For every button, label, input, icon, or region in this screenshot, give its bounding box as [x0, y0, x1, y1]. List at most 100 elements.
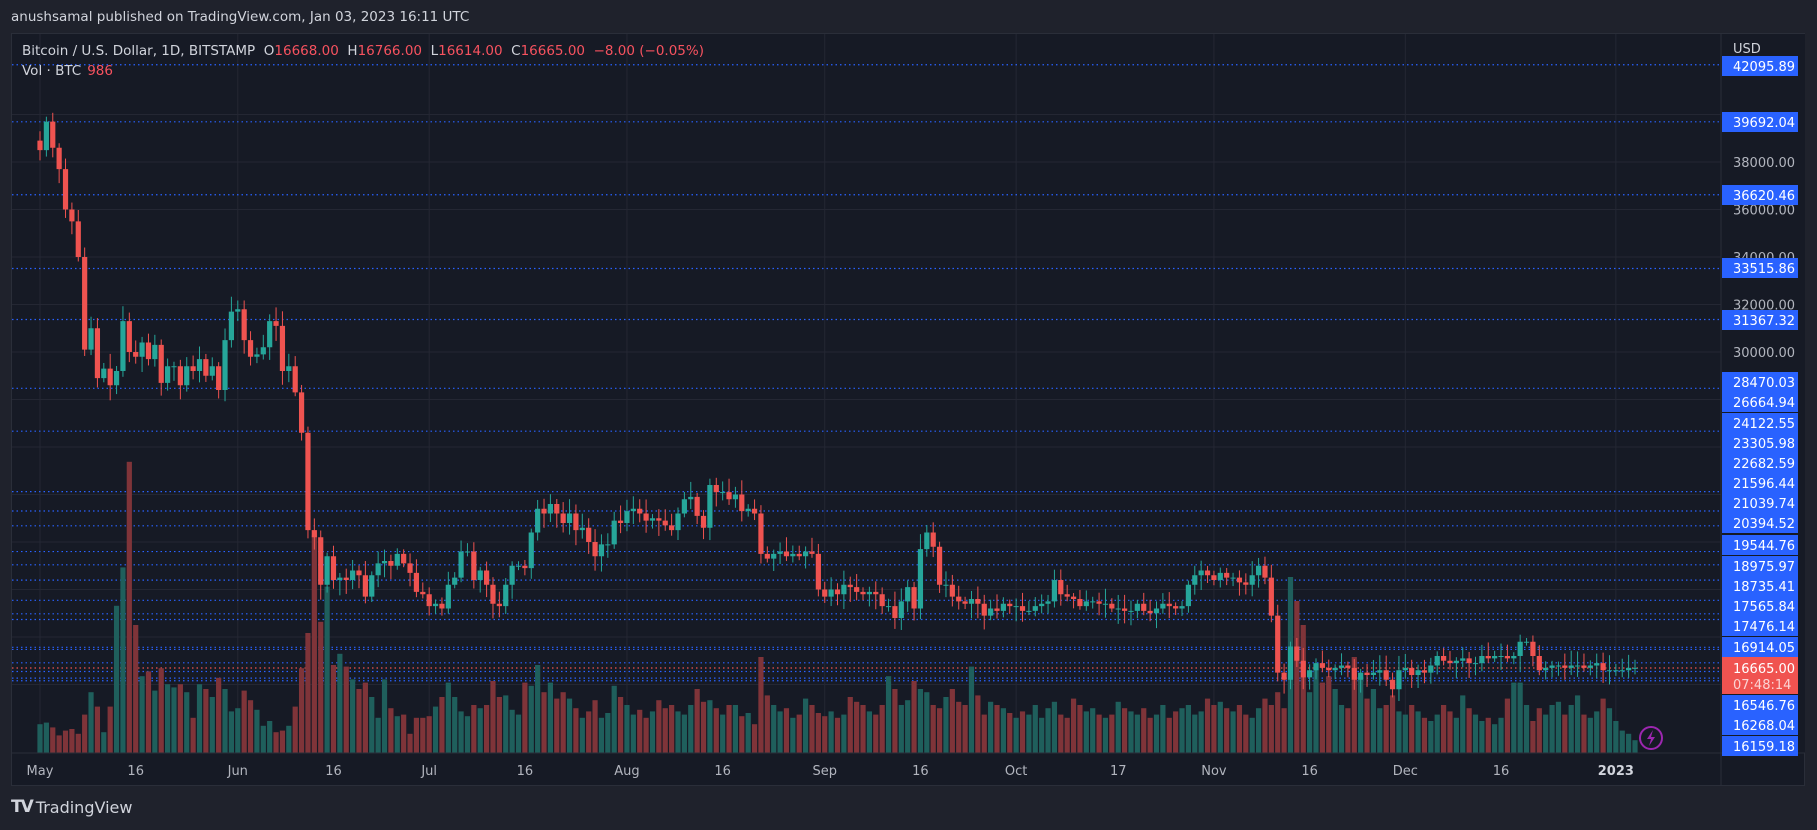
- candle-body[interactable]: [1160, 603, 1166, 609]
- candle-body[interactable]: [777, 551, 783, 554]
- candle-body[interactable]: [745, 508, 751, 512]
- candle-body[interactable]: [815, 553, 821, 590]
- candle-body[interactable]: [1224, 572, 1230, 578]
- candle-body[interactable]: [1594, 663, 1600, 666]
- candle-body[interactable]: [751, 508, 758, 514]
- candle-body[interactable]: [1358, 672, 1364, 680]
- price-level-label[interactable]: [1722, 596, 1798, 616]
- candle-body[interactable]: [688, 496, 694, 500]
- candle-body[interactable]: [841, 584, 847, 595]
- candle-body[interactable]: [101, 368, 107, 379]
- candle-body[interactable]: [420, 591, 426, 595]
- candle-body[interactable]: [1307, 670, 1313, 678]
- candle-body[interactable]: [1626, 667, 1632, 671]
- candle-body[interactable]: [1039, 603, 1045, 607]
- candle-body[interactable]: [477, 570, 483, 581]
- candle-body[interactable]: [1332, 667, 1338, 671]
- candle-body[interactable]: [924, 532, 930, 550]
- candle-body[interactable]: [196, 359, 203, 371]
- candle-body[interactable]: [1032, 606, 1038, 611]
- candle-body[interactable]: [216, 366, 222, 390]
- candle-body[interactable]: [866, 591, 872, 595]
- candle-body[interactable]: [739, 494, 745, 512]
- candle-body[interactable]: [426, 594, 432, 607]
- candle-body[interactable]: [1370, 672, 1377, 675]
- candle-body[interactable]: [764, 553, 770, 559]
- candle-body[interactable]: [1147, 610, 1153, 614]
- candle-body[interactable]: [292, 366, 298, 393]
- candle-body[interactable]: [1530, 641, 1536, 656]
- candle-body[interactable]: [1019, 606, 1026, 611]
- candle-body[interactable]: [1453, 660, 1459, 664]
- candle-body[interactable]: [860, 591, 866, 595]
- candle-body[interactable]: [228, 311, 234, 341]
- candle-body[interactable]: [184, 366, 190, 386]
- candle-body[interactable]: [133, 352, 139, 357]
- candle-body[interactable]: [573, 513, 579, 531]
- candle-body[interactable]: [1217, 572, 1223, 580]
- candle-body[interactable]: [541, 508, 547, 514]
- candle-body[interactable]: [611, 520, 617, 545]
- candle-body[interactable]: [1211, 575, 1217, 580]
- candle-body[interactable]: [535, 508, 541, 533]
- candle-body[interactable]: [803, 551, 809, 557]
- candle-body[interactable]: [260, 347, 266, 355]
- candle-body[interactable]: [943, 584, 949, 586]
- candle-body[interactable]: [720, 492, 726, 494]
- candle-body[interactable]: [1153, 608, 1160, 614]
- candle-body[interactable]: [88, 328, 94, 350]
- candle-body[interactable]: [343, 577, 349, 580]
- candle-body[interactable]: [107, 368, 113, 386]
- candle-body[interactable]: [994, 608, 1000, 611]
- candle-body[interactable]: [1102, 603, 1109, 605]
- candle-body[interactable]: [350, 570, 356, 581]
- candle-body[interactable]: [1281, 672, 1287, 680]
- candle-body[interactable]: [241, 309, 247, 341]
- candle-body[interactable]: [579, 527, 585, 531]
- candle-body[interactable]: [1479, 656, 1485, 664]
- candle-body[interactable]: [707, 485, 713, 528]
- candle-body[interactable]: [809, 551, 815, 554]
- candle-body[interactable]: [432, 603, 439, 607]
- candle-body[interactable]: [1007, 603, 1013, 607]
- candle-body[interactable]: [69, 209, 75, 222]
- candle-body[interactable]: [1441, 656, 1447, 661]
- candle-body[interactable]: [1504, 656, 1510, 659]
- candle-body[interactable]: [1179, 606, 1185, 609]
- candle-body[interactable]: [1128, 610, 1134, 612]
- candle-body[interactable]: [1434, 656, 1440, 666]
- candle-body[interactable]: [822, 589, 828, 597]
- candle-body[interactable]: [1058, 580, 1064, 595]
- candle-body[interactable]: [522, 565, 528, 569]
- candle-body[interactable]: [298, 392, 305, 433]
- candle-body[interactable]: [1287, 646, 1294, 680]
- candle-body[interactable]: [1083, 601, 1089, 607]
- candle-body[interactable]: [1562, 665, 1568, 668]
- candle-body[interactable]: [1122, 608, 1128, 611]
- candle-body[interactable]: [643, 513, 649, 521]
- candle-body[interactable]: [1313, 663, 1319, 671]
- candle-body[interactable]: [375, 563, 381, 576]
- candle-body[interactable]: [43, 121, 49, 151]
- price-level-label[interactable]: [1722, 112, 1798, 132]
- candle-body[interactable]: [930, 532, 936, 547]
- candle-body[interactable]: [1141, 603, 1147, 611]
- candle-body[interactable]: [1230, 577, 1236, 579]
- price-level-label[interactable]: [1722, 736, 1798, 756]
- candle-body[interactable]: [1045, 601, 1051, 604]
- candle-body[interactable]: [975, 599, 981, 604]
- candle-body[interactable]: [82, 257, 88, 350]
- candle-body[interactable]: [235, 309, 241, 312]
- candle-body[interactable]: [796, 553, 802, 557]
- candle-body[interactable]: [936, 546, 943, 585]
- candle-body[interactable]: [452, 577, 458, 585]
- candle-body[interactable]: [1338, 665, 1345, 668]
- candle-body[interactable]: [1000, 603, 1006, 611]
- candle-body[interactable]: [554, 504, 560, 514]
- candle-body[interactable]: [311, 530, 317, 538]
- candle-body[interactable]: [407, 563, 413, 573]
- candle-body[interactable]: [547, 504, 553, 514]
- candle-body[interactable]: [75, 221, 81, 257]
- candle-body[interactable]: [847, 584, 853, 588]
- candle-body[interactable]: [1606, 670, 1613, 672]
